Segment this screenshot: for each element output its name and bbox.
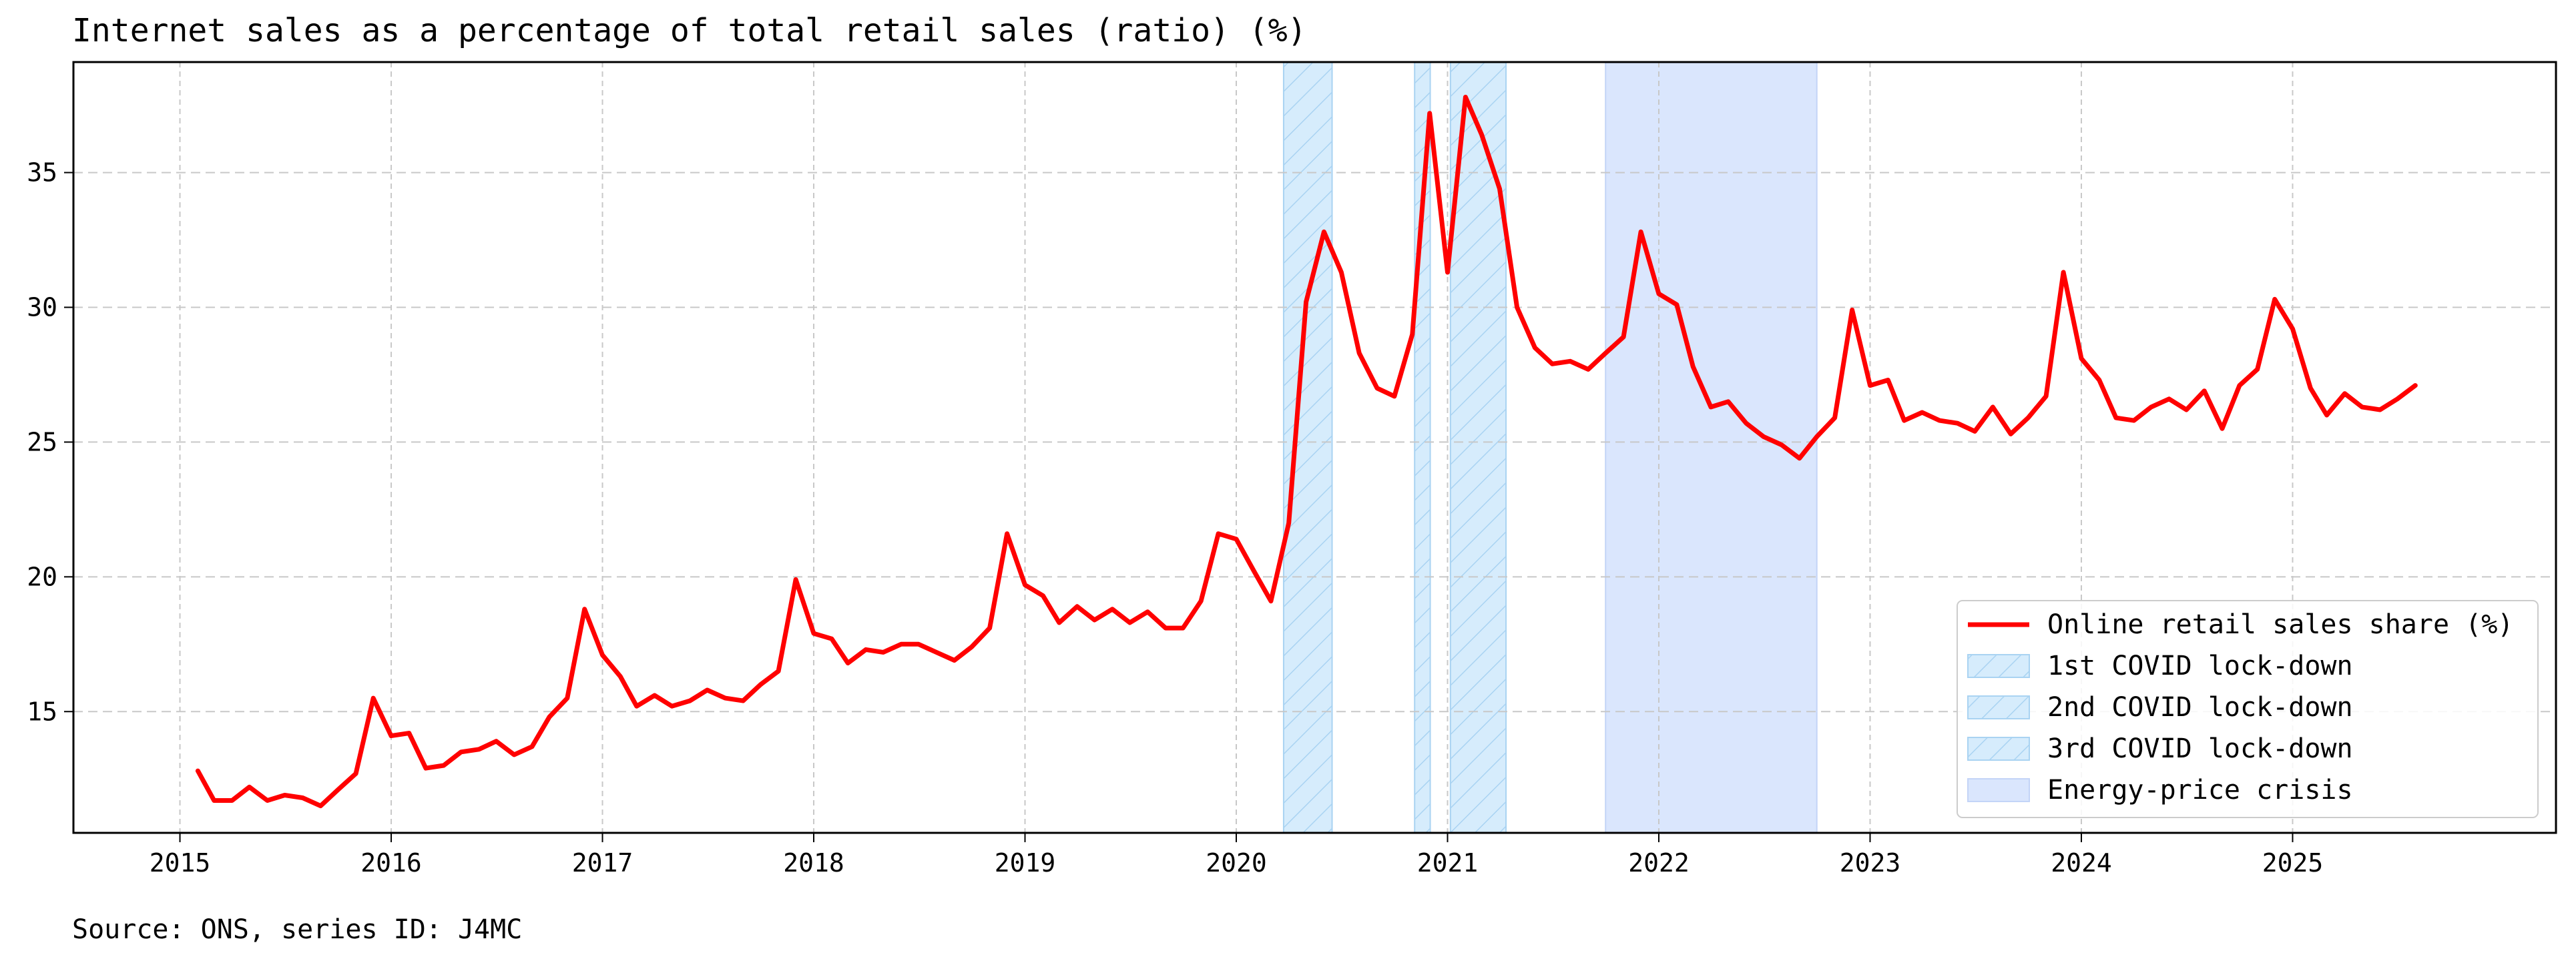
x-tick-label: 2025 xyxy=(2262,848,2324,878)
legend-label: Energy-price crisis xyxy=(2047,775,2353,805)
x-tick-label: 2022 xyxy=(1628,848,1690,878)
series-layer xyxy=(195,95,2418,809)
legend-label: Online retail sales share (%) xyxy=(2047,609,2513,640)
plot-area-frame xyxy=(72,61,2557,834)
legend: Online retail sales share (%) 1st COVID l… xyxy=(1957,600,2539,818)
chart-source: Source: ONS, series ID: J4MC xyxy=(72,914,523,945)
x-tick-label: 2021 xyxy=(1417,848,1479,878)
x-tick-label: 2018 xyxy=(783,848,844,878)
x-tick-label: 2020 xyxy=(1206,848,1267,878)
legend-label: 3rd COVID lock-down xyxy=(2047,733,2353,764)
legend-box xyxy=(1957,600,2539,818)
x-tick-label: 2023 xyxy=(1840,848,1901,878)
shaded-periods xyxy=(1282,61,1818,834)
legend-marker-period xyxy=(1967,737,2030,761)
legend-marker-period xyxy=(1967,695,2030,719)
x-tick-label: 2017 xyxy=(572,848,633,878)
x-tick-label: 2024 xyxy=(2051,848,2112,878)
chart-title: Internet sales as a percentage of total … xyxy=(72,12,1307,49)
shaded-period-1 xyxy=(1282,61,1333,834)
x-axis: 2015 2016 2017 2018 2019 2020 2021 2022 2023 2024… xyxy=(150,833,2323,878)
y-tick-label: 35 xyxy=(27,158,57,188)
y-tick-label: 25 xyxy=(27,427,57,456)
y-tick-label: 30 xyxy=(27,293,57,322)
y-axis: 15 20 25 30 35 xyxy=(27,158,73,726)
grid-lines xyxy=(73,62,2556,833)
legend-marker-period xyxy=(1967,778,2030,802)
x-tick-label: 2019 xyxy=(995,848,1056,878)
legend-label: 2nd COVID lock-down xyxy=(2047,692,2353,723)
y-tick-label: 20 xyxy=(27,562,57,591)
legend-label: 1st COVID lock-down xyxy=(2047,651,2353,681)
series-line-1 xyxy=(195,95,2418,809)
y-tick-label: 15 xyxy=(27,697,57,726)
x-tick-label: 2016 xyxy=(360,848,422,878)
x-tick-label: 2015 xyxy=(150,848,211,878)
legend-marker-period xyxy=(1967,654,2030,678)
